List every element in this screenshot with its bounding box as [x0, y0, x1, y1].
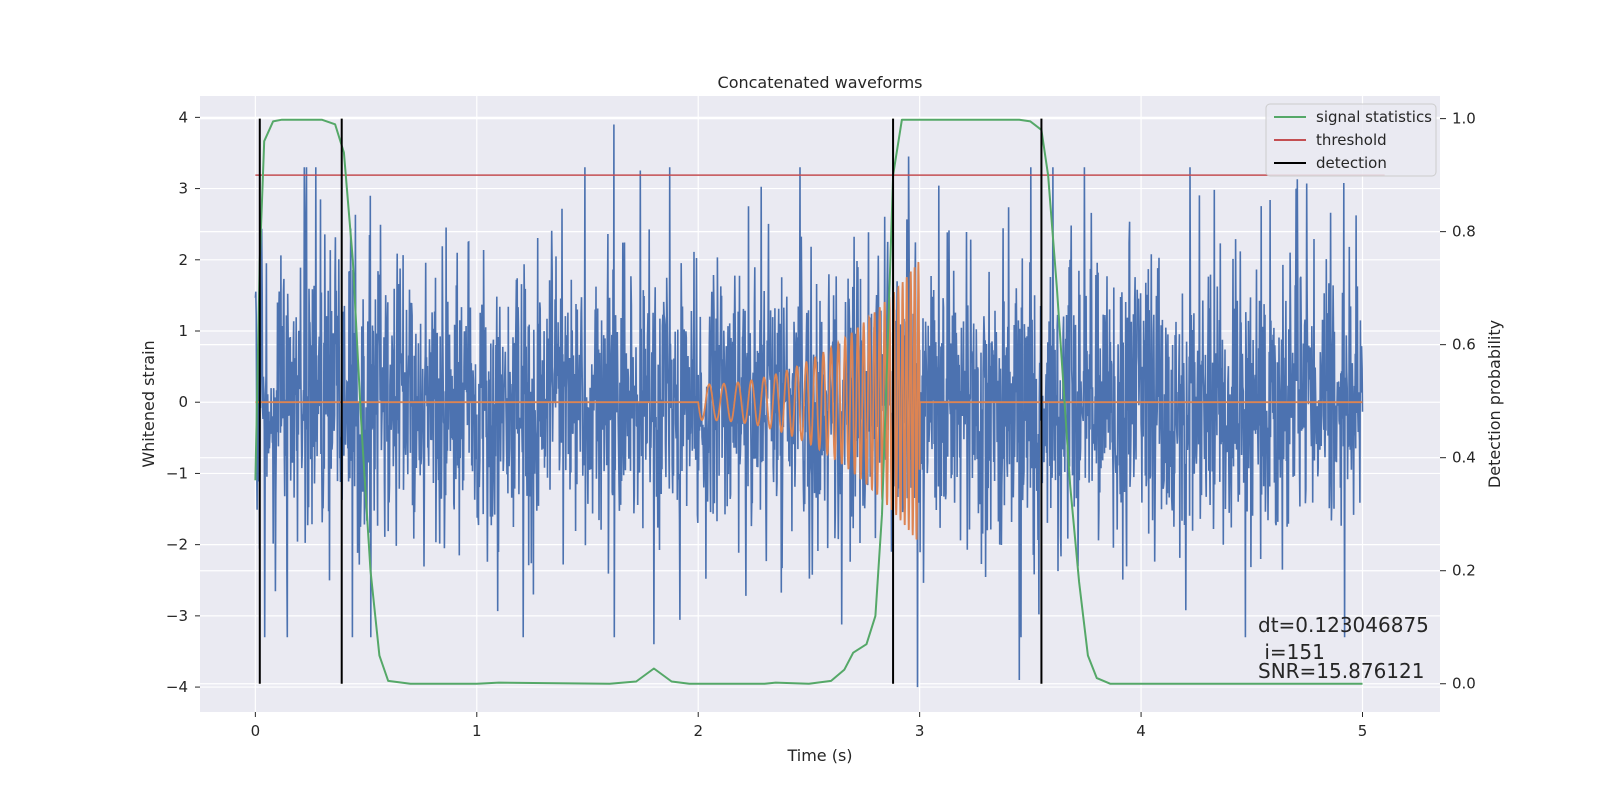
strain-series-line — [254, 124, 1364, 688]
y-tick-label: −3 — [166, 607, 188, 625]
y2-axis-label: Detection probability — [1485, 320, 1504, 488]
y2-tick-label: 0.6 — [1452, 336, 1476, 354]
x-tick-label: 5 — [1358, 722, 1368, 740]
legend-box — [1265, 103, 1437, 177]
x-tick-label: 0 — [251, 722, 261, 740]
legend-entry: signal statistics — [1316, 108, 1432, 126]
y2-tick-label: 0.2 — [1452, 562, 1476, 580]
signal-statistics-line — [254, 118, 1363, 685]
chart-title: Concatenated waveforms — [718, 73, 923, 92]
y2-tick-label: 0.4 — [1452, 449, 1476, 467]
y-tick-label: 4 — [178, 108, 188, 126]
x-axis-label: Time (s) — [786, 746, 852, 765]
y-axis-label: Whitened strain — [139, 340, 158, 467]
y-tick-label: −2 — [166, 536, 188, 554]
y-tick-label: −4 — [166, 678, 188, 696]
legend: signal statistics threshold detection — [1265, 103, 1437, 177]
annotation-text: dt=0.123046875 — [1258, 613, 1429, 637]
annotation-text: SNR=15.876121 — [1258, 659, 1424, 683]
y2-tick-label: 0.0 — [1452, 675, 1476, 693]
x-tick-label: 4 — [1136, 722, 1146, 740]
plot-area — [254, 118, 1385, 688]
legend-entry: detection — [1316, 154, 1387, 172]
y2-tick-label: 1.0 — [1452, 110, 1476, 128]
y-tick-label: 2 — [178, 251, 188, 269]
annotation-text: i=151 — [1258, 640, 1325, 664]
ticks: 0 1 2 3 4 5 −4 −3 −2 −1 0 1 2 3 4 0.0 0.2 0.4 0.6 0.8 1.0 — [166, 108, 1476, 740]
y-tick-label: 3 — [178, 180, 188, 198]
x-tick-label: 1 — [472, 722, 482, 740]
y-tick-label: −1 — [166, 464, 188, 482]
x-tick-label: 2 — [693, 722, 703, 740]
x-tick-label: 3 — [915, 722, 925, 740]
legend-entry: threshold — [1316, 131, 1387, 149]
y-tick-label: 0 — [178, 393, 188, 411]
y-tick-label: 1 — [178, 322, 188, 340]
y2-tick-label: 0.8 — [1452, 223, 1476, 241]
